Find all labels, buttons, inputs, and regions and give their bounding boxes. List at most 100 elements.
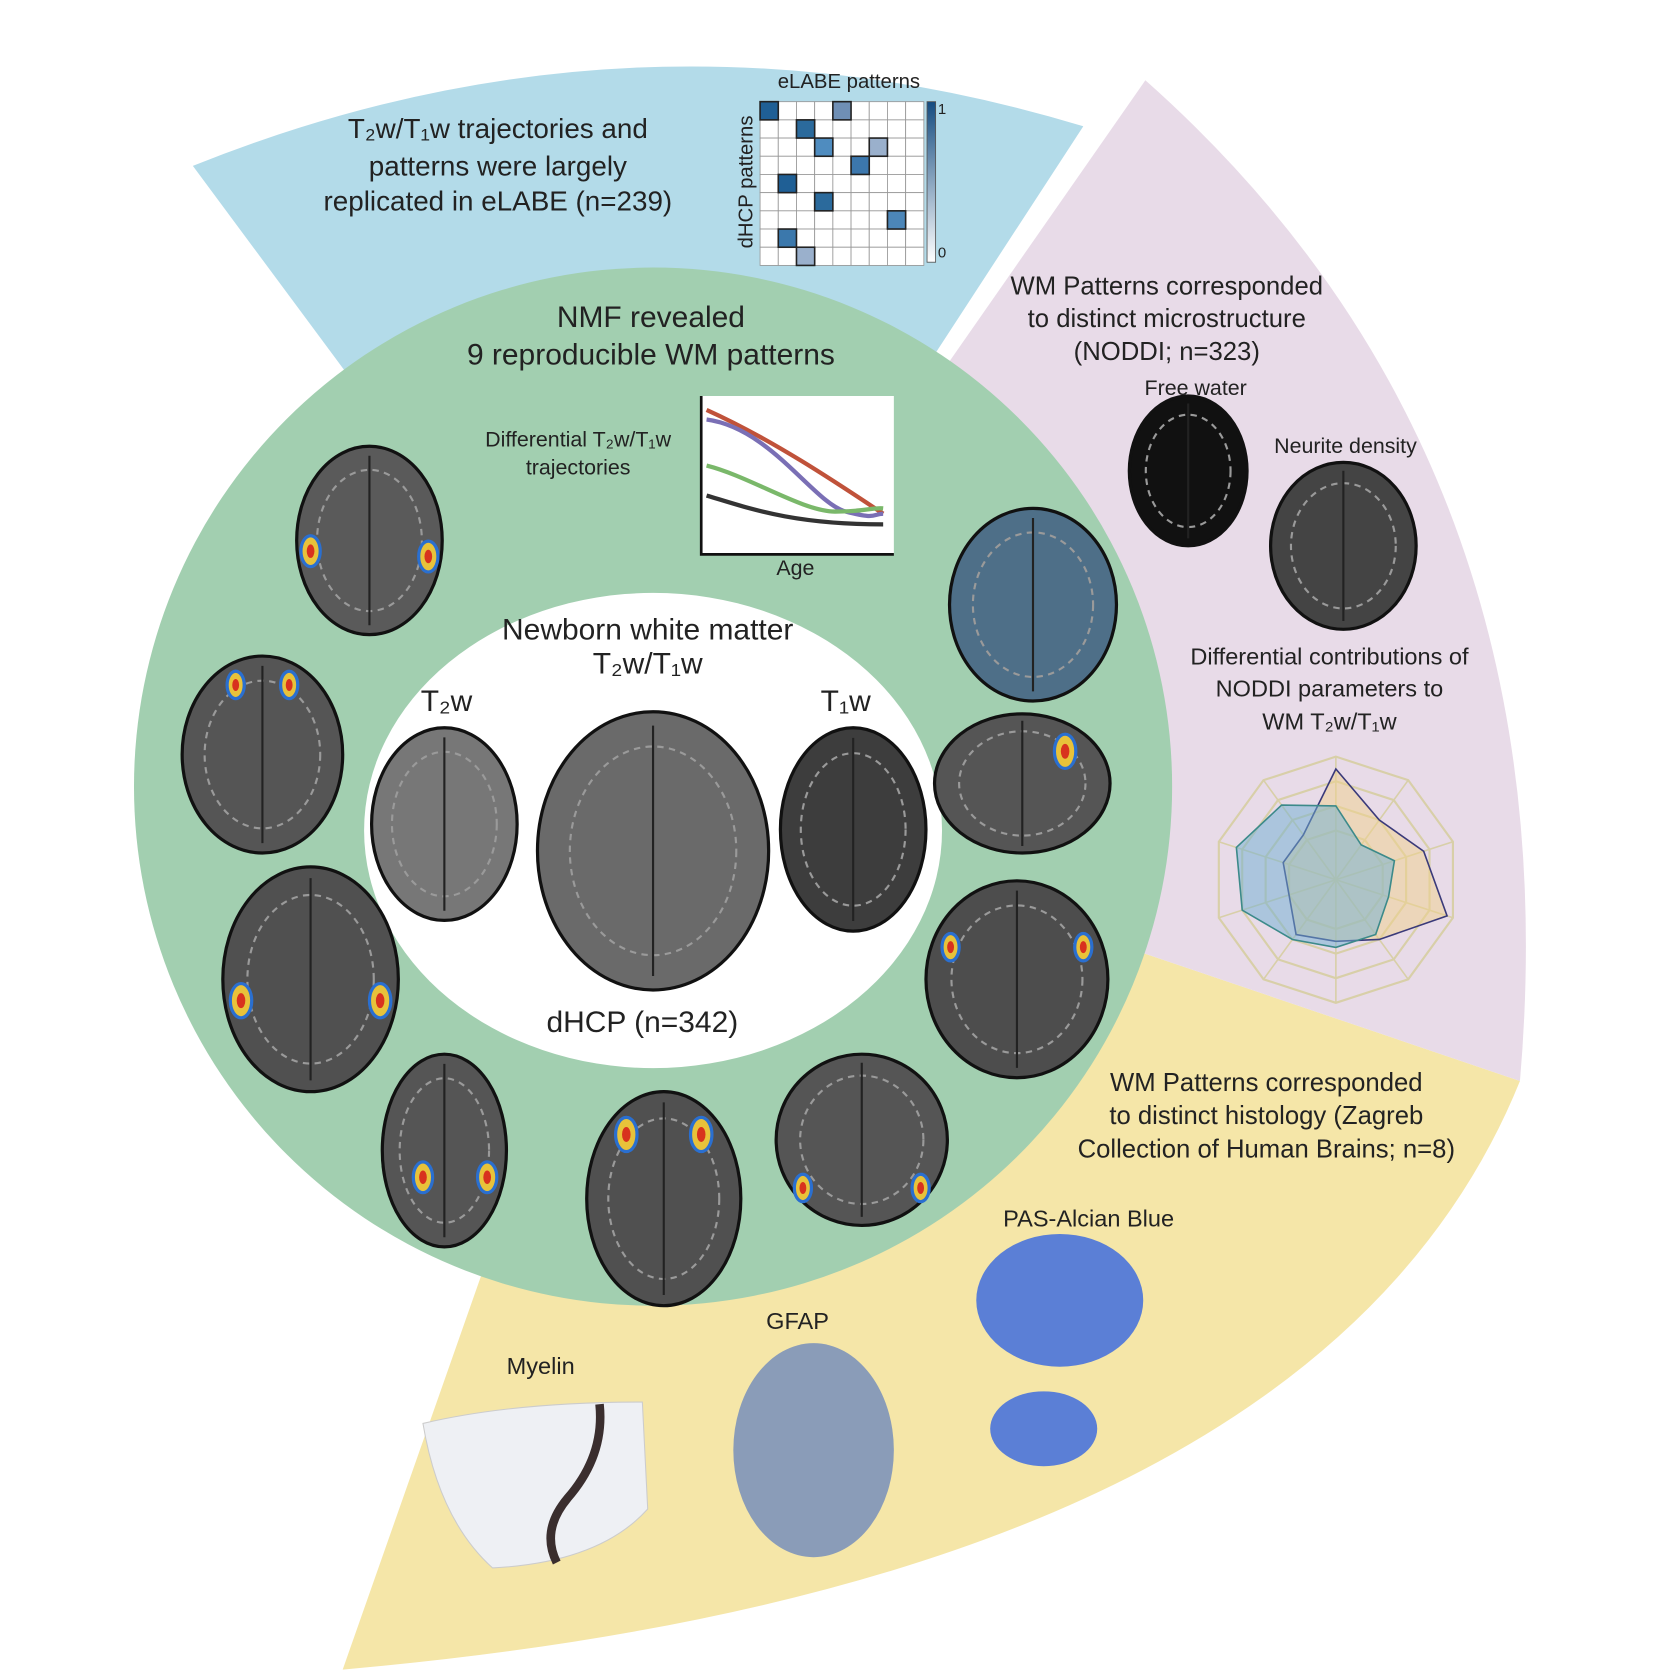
colorbar-min: 0 <box>938 245 946 262</box>
matrix-cell <box>905 155 925 175</box>
matrix-cell <box>905 228 925 248</box>
matrix-cell <box>887 246 907 266</box>
nmf-title: 9 reproducible WM patterns <box>467 338 835 371</box>
microstructure-text: (NODDI; n=323) <box>1074 338 1260 366</box>
matrix-cell <box>832 155 852 175</box>
matrix-highlight <box>795 246 816 267</box>
replication-text: replicated in eLABE (n=239) <box>324 186 673 217</box>
matrix-cell <box>850 137 870 157</box>
activation-core <box>947 941 955 954</box>
microstructure-text: WM Patterns corresponded <box>1011 273 1323 301</box>
matrix-cell <box>887 101 907 121</box>
matrix-cell <box>832 174 852 194</box>
matrix-cell <box>868 101 888 121</box>
matrix-cell <box>887 119 907 139</box>
replication-text: T₂w/T₁w trajectories and <box>348 113 648 144</box>
matrix-cell <box>905 246 925 266</box>
matrix-cell <box>814 246 834 266</box>
histology-text: to distinct histology (Zagreb <box>1109 1102 1423 1130</box>
matrix-cell <box>777 192 797 212</box>
matrix-highlight <box>886 210 907 230</box>
matrix-cell <box>887 137 907 157</box>
matrix-cell <box>777 119 797 139</box>
matrix-cell <box>850 246 870 266</box>
matrix-cell <box>777 155 797 175</box>
matrix-highlight <box>813 137 834 158</box>
matrix-cell <box>777 101 797 121</box>
matrix-x-label: eLABE patterns <box>778 71 920 93</box>
colorbar <box>926 101 937 263</box>
matrix-cell <box>759 119 779 139</box>
matrix-cell <box>850 210 870 230</box>
trajectory-axes <box>699 395 894 556</box>
matrix-cell <box>796 228 816 248</box>
matrix-cell <box>905 192 925 212</box>
matrix-cell <box>850 174 870 194</box>
matrix-highlight <box>759 100 780 121</box>
matrix-cell <box>759 228 779 248</box>
matrix-cell <box>887 192 907 212</box>
activation-core <box>236 993 246 1009</box>
activation-core <box>232 678 240 691</box>
pattern-brain-wm <box>398 1077 491 1224</box>
activation-core <box>419 1170 427 1185</box>
activation-core <box>1060 743 1070 759</box>
trajectory-line <box>705 493 884 527</box>
activation-core <box>917 1181 925 1194</box>
pas-section <box>990 1391 1098 1467</box>
matrix-highlight <box>795 119 816 139</box>
matrix-cell <box>868 155 888 175</box>
matrix-y-label: dHCP patterns <box>736 115 758 248</box>
center-title: Newborn white matter <box>502 613 793 646</box>
matrix-cell <box>905 210 925 230</box>
matrix-highlight <box>832 100 852 121</box>
matrix-cell <box>759 192 779 212</box>
activation-core <box>483 1170 492 1185</box>
matrix-cell <box>868 246 888 266</box>
matrix-cell <box>777 137 797 157</box>
free-water-label: Free water <box>1145 376 1247 400</box>
matrix-cell <box>868 174 888 194</box>
matrix-cell <box>887 228 907 248</box>
radar-label: WM T₂w/T₁w <box>1262 709 1397 735</box>
trajectory-line <box>706 417 884 519</box>
matrix-cell <box>814 174 834 194</box>
histology-text: WM Patterns corresponded <box>1110 1069 1422 1097</box>
center-title: T₂w/T₁w <box>593 648 703 681</box>
matrix-cell <box>905 101 925 121</box>
matrix-cell <box>814 101 834 121</box>
radar-area <box>1235 804 1396 949</box>
matrix-cell <box>832 228 852 248</box>
matrix-cell <box>850 192 870 212</box>
matrix-cell <box>905 174 925 194</box>
activation-core <box>696 1126 706 1142</box>
trajectory-x-label: Age <box>776 556 814 580</box>
matrix-cell <box>868 192 888 212</box>
matrix-cell <box>759 174 779 194</box>
pas-section <box>976 1233 1144 1367</box>
matrix-highlight <box>813 191 834 212</box>
pattern-brain-wm <box>246 893 375 1065</box>
gfap-label: GFAP <box>766 1308 829 1334</box>
matrix-cell <box>850 101 870 121</box>
activation-core <box>306 544 315 558</box>
matrix-highlight <box>850 155 871 176</box>
matrix-cell <box>868 119 888 139</box>
pas-label: PAS-Alcian Blue <box>1003 1205 1174 1231</box>
matrix-cell <box>905 119 925 139</box>
matrix-cell <box>759 246 779 266</box>
microstructure-text: to distinct microstructure <box>1028 305 1306 333</box>
radar-label: Differential contributions of <box>1190 643 1469 669</box>
activation-core <box>424 549 433 564</box>
cohort-label: dHCP (n=342) <box>546 1006 738 1039</box>
matrix-cell <box>759 155 779 175</box>
activation-core <box>622 1126 631 1142</box>
matrix-cell <box>832 119 852 139</box>
matrix-cell <box>796 137 816 157</box>
matrix-cell <box>868 210 888 230</box>
t1w-brain-wm <box>799 752 907 907</box>
matrix-cell <box>832 210 852 230</box>
matrix-highlight <box>868 137 889 158</box>
trajectory-label: Differential T₂w/T₁w <box>485 428 671 452</box>
